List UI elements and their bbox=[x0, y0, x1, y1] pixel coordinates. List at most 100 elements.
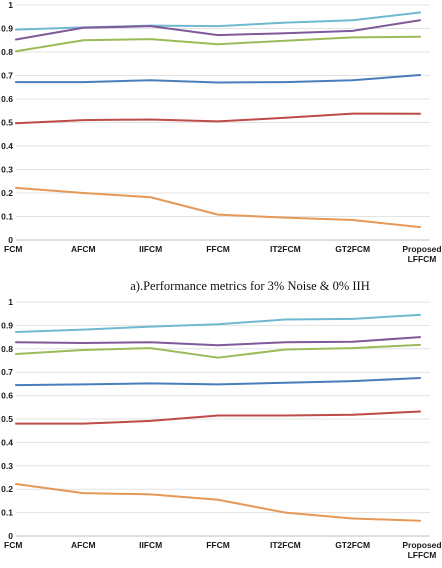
y-tick-label: 0.7 bbox=[1, 367, 13, 377]
data-point bbox=[15, 341, 17, 344]
data-point bbox=[149, 347, 152, 349]
data-point bbox=[15, 422, 17, 425]
x-tick-label: LFFCM bbox=[408, 254, 437, 264]
data-point bbox=[15, 38, 17, 41]
data-point bbox=[419, 35, 421, 38]
y-tick-label: 0.8 bbox=[1, 344, 13, 354]
x-tick-label: Proposed bbox=[402, 540, 441, 550]
chart-panel-a: 0 0.1 0.2 0.3 0.4 0.5 0.6 0.7 0.8 0.9 1 FCM AFCM IIFC… bbox=[1, 0, 441, 264]
x-tick-label: IT2FCM bbox=[270, 244, 301, 254]
y-tick-label: 0.9 bbox=[1, 24, 13, 34]
data-point bbox=[284, 348, 287, 351]
data-point bbox=[149, 196, 152, 199]
x-tick-label: FFCM bbox=[206, 244, 230, 254]
data-point bbox=[351, 347, 354, 349]
data-point bbox=[149, 493, 152, 496]
data-point bbox=[82, 422, 85, 425]
data-point bbox=[149, 341, 152, 344]
chart-panel-b: 0 0.1 0.2 0.3 0.4 0.5 0.6 0.7 0.8 0.9 1 FCM AFCM IIFC… bbox=[1, 297, 441, 560]
y-tick-label: 0.6 bbox=[1, 391, 13, 401]
data-point bbox=[15, 483, 17, 485]
data-point bbox=[419, 74, 421, 76]
data-point bbox=[15, 331, 17, 333]
y-tick-label: 0.1 bbox=[1, 212, 13, 222]
data-point bbox=[15, 28, 17, 31]
data-point bbox=[217, 383, 219, 386]
data-point bbox=[149, 382, 152, 385]
x-tick-label: IT2FCM bbox=[270, 540, 301, 550]
series-line-5 bbox=[15, 410, 421, 425]
x-tick-label: AFCM bbox=[71, 244, 96, 254]
x-tick-label: AFCM bbox=[71, 540, 96, 550]
data-point bbox=[217, 25, 219, 28]
data-point bbox=[15, 50, 17, 53]
y-tick-label: 0.7 bbox=[1, 71, 13, 81]
x-tick-label: IIFCM bbox=[139, 540, 162, 550]
data-point bbox=[419, 519, 421, 522]
data-point bbox=[217, 414, 219, 417]
y-tick-label: 0.1 bbox=[1, 508, 13, 518]
x-tick-label: LFFCM bbox=[408, 550, 437, 560]
data-point bbox=[217, 43, 219, 46]
x-tick-label: IIFCM bbox=[139, 244, 162, 254]
y-tick-label: 1 bbox=[8, 297, 13, 307]
data-point bbox=[351, 219, 354, 221]
y-tick-label: 0.2 bbox=[1, 188, 13, 198]
data-point bbox=[419, 410, 421, 413]
data-point bbox=[351, 29, 354, 32]
data-point bbox=[284, 21, 287, 24]
y-tick-label: 0.3 bbox=[1, 165, 13, 175]
data-point bbox=[284, 381, 287, 384]
data-point bbox=[15, 384, 17, 386]
data-point bbox=[217, 344, 219, 347]
data-point bbox=[351, 517, 354, 520]
data-point bbox=[284, 32, 287, 35]
data-point bbox=[419, 11, 421, 14]
y-tick-label: 0.5 bbox=[1, 414, 13, 424]
data-point bbox=[149, 118, 152, 121]
data-point bbox=[82, 349, 85, 351]
data-point bbox=[15, 122, 17, 125]
x-tick-label: GT2FCM bbox=[335, 244, 370, 254]
chart-caption-a: a).Performance metrics for 3% Noise & 0%… bbox=[130, 279, 370, 293]
data-point bbox=[82, 492, 85, 495]
y-tick-label: 0 bbox=[8, 531, 13, 541]
data-point bbox=[149, 325, 152, 328]
data-point bbox=[149, 25, 152, 28]
data-point bbox=[82, 328, 85, 331]
y-tick-label: 0.5 bbox=[1, 118, 13, 128]
data-point bbox=[15, 186, 17, 189]
y-tick-label: 0.9 bbox=[1, 320, 13, 330]
data-point bbox=[217, 34, 219, 36]
y-tick-label: 0.2 bbox=[1, 484, 13, 494]
data-point bbox=[351, 36, 354, 39]
data-point bbox=[149, 38, 152, 40]
data-point bbox=[217, 356, 219, 359]
data-point bbox=[82, 192, 85, 194]
y-tick-label: 0 bbox=[8, 235, 13, 245]
series-line-3 bbox=[15, 343, 421, 359]
data-point bbox=[284, 341, 287, 344]
data-point bbox=[217, 120, 219, 123]
data-point bbox=[15, 353, 17, 355]
y-tick-label: 0.4 bbox=[1, 437, 13, 447]
data-point bbox=[82, 39, 85, 42]
x-tick-label: FFCM bbox=[206, 540, 230, 550]
data-point bbox=[351, 340, 354, 343]
data-point bbox=[419, 343, 421, 346]
data-point bbox=[351, 380, 354, 382]
data-point bbox=[419, 336, 421, 338]
data-point bbox=[284, 81, 287, 83]
y-tick-label: 0.6 bbox=[1, 94, 13, 104]
data-point bbox=[284, 414, 287, 417]
data-point bbox=[351, 317, 354, 320]
data-point bbox=[82, 119, 85, 122]
data-point bbox=[284, 216, 287, 219]
data-point bbox=[217, 213, 219, 216]
series-line-1 bbox=[15, 11, 421, 31]
data-point bbox=[284, 318, 287, 321]
x-tick-label: GT2FCM bbox=[335, 540, 370, 550]
data-point bbox=[419, 226, 421, 228]
data-point bbox=[419, 313, 421, 316]
